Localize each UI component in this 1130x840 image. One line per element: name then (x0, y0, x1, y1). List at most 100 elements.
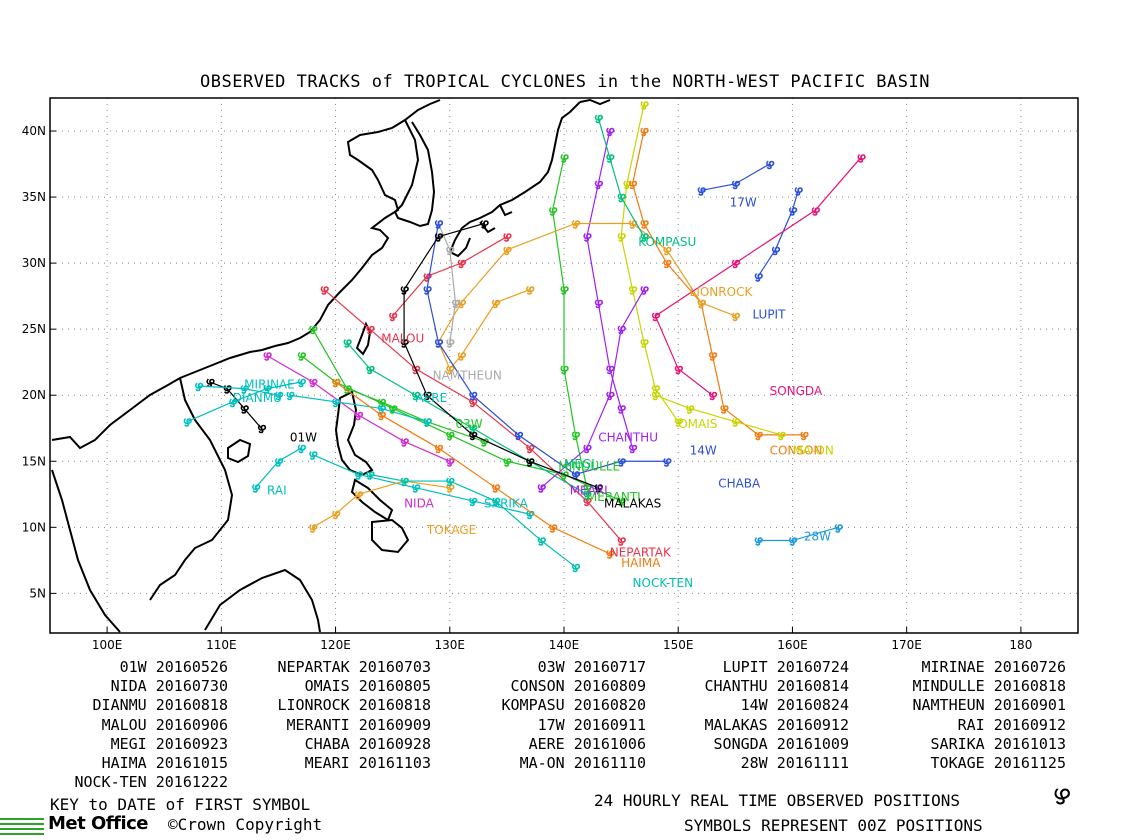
cyclone-position-symbol: ഴ (651, 309, 661, 325)
cyclone-position-symbol: ഴ (708, 349, 718, 365)
cyclone-position-symbol: ഴ (320, 283, 330, 299)
track-label: 17W (730, 195, 757, 209)
key-entry: NIDA 20160730 (110, 677, 228, 696)
cyclone-position-symbol: ഴ (525, 454, 535, 470)
cyclone-position-symbol: ഴ (285, 388, 295, 404)
cyclone-position-symbol: ഴ (331, 375, 341, 391)
cyclone-position-symbol: ഴ (605, 150, 615, 166)
positions-caption: 24 HOURLY REAL TIME OBSERVED POSITIONS (594, 791, 961, 810)
cyclone-position-symbol: ഴ (480, 216, 490, 232)
cyclone-position-symbol: ഴ (639, 335, 649, 351)
track-label: AERE (416, 391, 448, 405)
cyclone-position-symbol: ഴ (525, 507, 535, 523)
track-label: NEPARTAK (610, 545, 672, 559)
coastline-vietnam (149, 377, 234, 601)
track-01w (209, 381, 262, 429)
key-entry: CHANTHU 20160814 (704, 677, 850, 696)
cyclone-position-symbol: ഴ (308, 322, 318, 338)
track-label: MALAKAS (604, 497, 661, 511)
key-entry: 14W 20160824 (740, 696, 849, 715)
track-label: OMAIS (678, 417, 717, 431)
cyclone-position-symbol: ഴ (628, 216, 638, 232)
cyclone-position-symbol: ഴ (582, 494, 592, 510)
key-entry: MALAKAS 20160912 (704, 715, 850, 734)
key-entry: TOKAGE 20161125 (930, 754, 1066, 772)
cyclone-position-symbol: ഴ (685, 401, 695, 417)
cyclone-position-symbol: ഴ (297, 375, 307, 391)
cyclone-position-symbol: ഴ (365, 467, 375, 483)
key-entry: SARIKA 20161013 (930, 734, 1066, 753)
track-label: MEGI (564, 457, 595, 471)
lat-tick-label: 10N (22, 520, 46, 534)
track-haima (335, 381, 610, 555)
track-label: CONSON (770, 444, 823, 458)
cyclone-position-symbol: ഴ (354, 408, 364, 424)
key-entry: 28W 20161111 (740, 754, 849, 772)
cyclone-position-symbol: ഴ (297, 349, 307, 365)
cyclone-position-symbol: ഴ (799, 428, 809, 444)
key-entry: LUPIT 20160724 (722, 658, 849, 676)
cyclone-position-symbol: ഴ (457, 256, 467, 272)
lat-tick-label: 35N (22, 190, 46, 204)
cyclone-position-symbol: ഴ (537, 534, 547, 550)
key-entry: CHABA 20160928 (304, 734, 431, 753)
cyclone-position-symbol: ഴ (445, 335, 455, 351)
cyclone-symbol-icon: ഴ (1052, 778, 1070, 811)
cyclone-position-symbol: ഴ (457, 349, 467, 365)
track-label: MIRINAE (244, 378, 295, 392)
cyclone-position-symbol: ഴ (422, 388, 432, 404)
track-label: NAMTHEUN (433, 368, 502, 382)
cyclone-position-symbol: ഴ (388, 401, 398, 417)
cyclone-position-symbol: ഴ (834, 520, 844, 536)
cyclone-position-symbol: ഴ (605, 124, 615, 140)
track-label: SARIKA (484, 497, 529, 511)
cyclone-position-symbol: ഴ (525, 454, 535, 470)
track-label: HAIMA (621, 556, 661, 570)
key-entry: MERANTI 20160909 (286, 715, 432, 734)
cyclone-position-symbol: ഴ (754, 269, 764, 285)
cyclone-position-symbol: ഴ (777, 428, 787, 444)
track-labels: 01W NEPARTAK 03W LUPIT MIRINAE NIDA OMAIS CONSO… (233, 195, 834, 589)
lon-tick-label: 110E (206, 638, 237, 652)
cyclone-position-symbol: ഴ (617, 322, 627, 338)
track-label: 28W (804, 530, 831, 544)
cyclone-position-symbol: ഴ (274, 454, 284, 470)
cyclone-position-symbol: ഴ (308, 375, 318, 391)
track-label: 03W (455, 417, 482, 431)
key-entry: MA-ON 20161110 (519, 754, 646, 772)
key-entry: RAI 20160912 (957, 715, 1066, 734)
cyclone-position-symbol: ഴ (605, 547, 615, 563)
cyclone-position-symbol: ഴ (434, 230, 444, 246)
key-entry: CONSON 20160809 (510, 677, 646, 696)
cyclone-position-symbol: ഴ (571, 428, 581, 444)
cyclone-position-symbol: ഴ (628, 441, 638, 457)
cyclone-position-symbol: ഴ (445, 243, 455, 259)
cyclone-position-symbol: ഴ (662, 256, 672, 272)
lon-tick-label: 100E (92, 638, 123, 652)
cyclone-position-symbol: ഴ (365, 322, 375, 338)
cyclone-position-symbol: ഴ (342, 335, 352, 351)
track-label: DIANMU (233, 391, 282, 405)
cyclone-position-symbol: ഴ (183, 415, 193, 431)
cyclone-position-symbol: ഴ (257, 421, 267, 437)
cyclone-position-symbol: ഴ (754, 534, 764, 550)
key-entry: KOMPASU 20160820 (501, 696, 647, 715)
track-songda (654, 157, 862, 396)
cyclone-position-symbol: ഴ (639, 283, 649, 299)
track-mindulle (551, 157, 588, 488)
cyclone-position-symbol: ഴ (445, 454, 455, 470)
cyclone-position-symbol: ഴ (731, 256, 741, 272)
track-label: NIDA (404, 497, 435, 511)
cyclone-position-symbol: ഴ (628, 177, 638, 193)
track-malakas (403, 222, 599, 489)
cyclone-position-symbol: ഴ (697, 296, 707, 312)
cyclone-position-symbol: ഴ (468, 421, 478, 437)
cyclone-position-symbol: ഴ (674, 362, 684, 378)
coastline-japan-north (579, 98, 611, 106)
lat-tick-label: 15N (22, 454, 46, 468)
cyclone-position-symbol: ഴ (411, 481, 421, 497)
cyclone-tracks: ഴഴഴഴഴഴഴഴഴഴഴഴഴഴഴഴഴഴഴഴഴഴഴഴഴഴഴഴഴഴഴഴഴഴഴഴഴഴഴഴ… (183, 98, 867, 576)
key-entry: LIONROCK 20160818 (277, 696, 431, 715)
coastline-hainan (227, 438, 252, 464)
